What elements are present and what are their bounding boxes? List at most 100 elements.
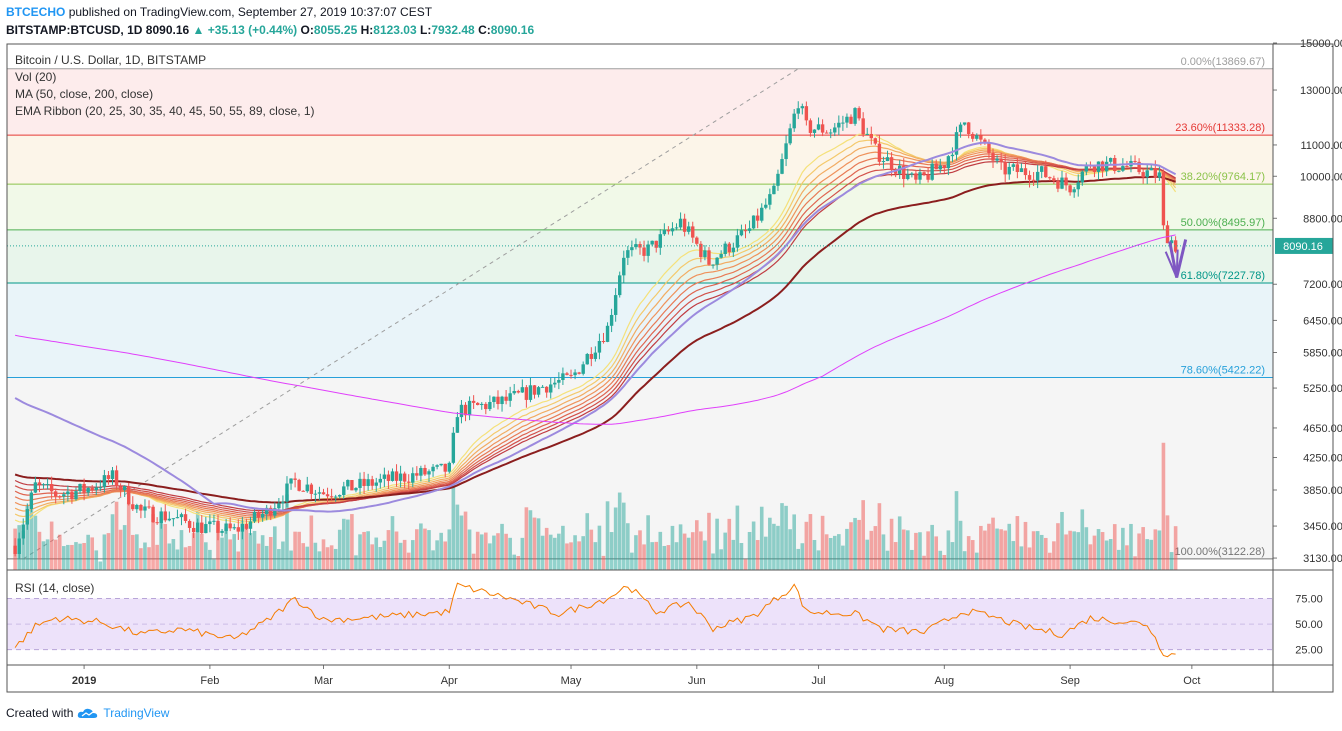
volume-bar [987,523,991,570]
volume-bar [593,542,598,570]
volume-bar [163,523,168,570]
volume-bar [90,537,95,570]
volume-bar [926,531,930,570]
volume-bar [191,533,196,570]
volume-bar [423,528,427,570]
volume-bar [293,531,297,570]
tradingview-link[interactable]: TradingView [103,706,170,720]
publisher-name[interactable]: BTCECHO [6,5,66,19]
candle-body [861,118,865,135]
candle-body [1084,164,1089,172]
time-label: 2019 [72,675,96,687]
candle-body [66,491,70,495]
candle-body [642,247,646,256]
candle-body [577,372,581,374]
candle-body [378,478,383,483]
candle-body [370,479,374,486]
time-label: Feb [200,675,219,687]
volume-bar [650,542,654,570]
candle-body [183,514,188,521]
candle-body [256,511,261,518]
volume-bar [682,533,687,570]
candle-body [845,116,849,123]
candle-body [488,402,492,410]
volume-bar [431,550,435,570]
volume-bar [78,543,82,570]
volume-bar [893,542,898,570]
volume-bar [577,541,581,570]
volume-bar [1149,539,1154,570]
candle-body [289,478,293,484]
volume-bar [171,539,176,570]
candle-body [824,132,829,134]
volume-bar [715,518,719,570]
fib-label: 23.60%(11333.28) [1175,122,1265,134]
volume-bar [561,525,565,570]
volume-bar [950,542,955,570]
volume-bar [1100,532,1105,570]
price-change: +35.13 (+0.44%) [207,23,298,37]
volume-bar [1117,549,1121,570]
volume-bar [617,492,622,570]
volume-bar [1121,527,1125,570]
volume-bar [1104,540,1109,570]
volume-bar [630,552,634,570]
volume-bar [966,536,971,570]
candle-body [13,545,17,555]
volume-bar [232,534,237,570]
candle-body [1169,240,1174,244]
down-arrow-head [1164,249,1179,278]
fib-label: 78.60%(5422.22) [1181,364,1265,376]
candle-body [313,493,318,495]
volume-bar [1141,527,1145,570]
close-value: 8090.16 [490,23,535,37]
candle-body [938,165,942,170]
volume-bar [788,529,792,570]
candle-body [910,173,914,175]
volume-bar [394,531,399,570]
candle-body [386,474,391,481]
candle-body [269,507,273,516]
candle-body [719,254,723,258]
volume-bar [155,544,159,570]
candle-body [354,487,358,491]
volume-bar [991,517,995,570]
volume-bar [504,533,508,570]
candle-body [419,467,423,476]
volume-bar [601,555,606,570]
candle-body [837,122,841,128]
volume-bar [800,543,805,570]
candle-body [1076,182,1080,190]
volume-bar [439,532,443,570]
candle-body [94,487,98,490]
candle-body [565,373,569,375]
candle-body [248,521,253,529]
ma200-line [15,234,1176,425]
volume-bar [613,507,618,570]
volume-bar [853,517,857,570]
candle-body [285,483,289,502]
rsi-label: 50.00 [1295,619,1323,631]
candle-body [451,432,456,463]
volume-bar [41,541,46,570]
volume-bar [979,525,983,570]
volume-bar [995,528,999,570]
high-value: 8123.03 [373,23,417,37]
candle-body [605,325,610,342]
candle-body [382,474,387,479]
volume-bar [151,514,155,570]
candle-body [504,396,508,401]
volume-bar [1169,552,1174,570]
candle-body [699,243,703,258]
candle-body [49,484,54,492]
volume-bar [1048,552,1052,570]
rsi-line [14,582,1176,658]
candle-body [102,475,107,488]
candle-body [427,471,431,475]
volume-bar [49,521,54,570]
volume-bar [488,543,492,570]
volume-bar [374,537,379,570]
price-label: 4650.00 [1303,423,1342,435]
candle-body [244,523,249,529]
